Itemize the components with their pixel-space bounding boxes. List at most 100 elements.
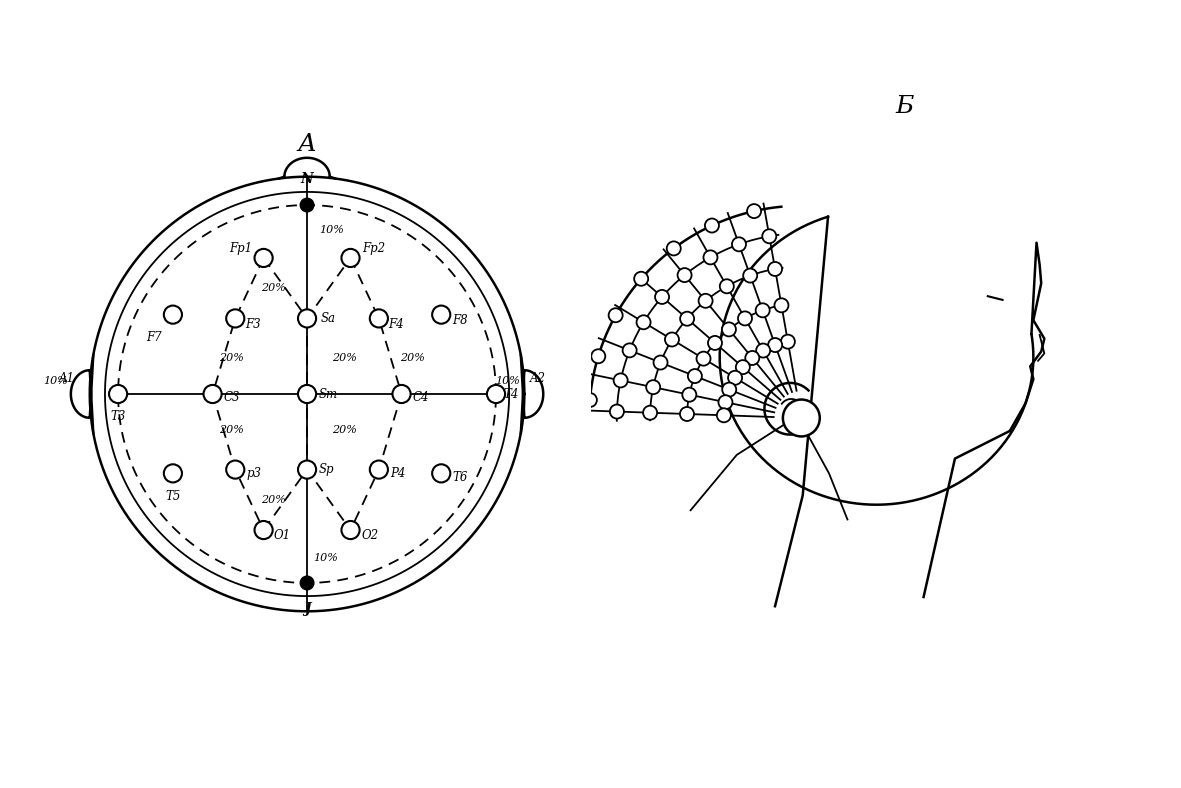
Text: J: J [304,602,311,616]
Circle shape [644,406,657,420]
Circle shape [634,272,648,286]
Circle shape [683,388,697,402]
Text: P4: P4 [390,466,405,480]
Circle shape [622,344,637,358]
Circle shape [727,371,742,385]
Circle shape [722,322,736,336]
Circle shape [707,336,722,350]
Text: Fp2: Fp2 [361,242,385,255]
Circle shape [487,385,505,403]
Circle shape [743,269,757,283]
Circle shape [717,408,731,422]
Text: F4: F4 [389,318,404,331]
Circle shape [432,306,450,324]
Circle shape [592,349,606,363]
Text: p3: p3 [247,466,262,480]
Text: C4: C4 [413,392,430,404]
Circle shape [680,407,694,421]
Circle shape [341,249,359,267]
Circle shape [680,312,694,325]
Text: T5: T5 [165,489,181,503]
Circle shape [762,229,776,243]
Circle shape [300,199,314,212]
Text: C3: C3 [224,392,241,404]
Circle shape [255,249,273,267]
Circle shape [653,355,667,370]
Circle shape [164,306,182,324]
Circle shape [609,404,624,418]
Text: A2: A2 [529,372,546,385]
Circle shape [768,262,782,276]
Circle shape [738,311,752,325]
Circle shape [748,204,761,218]
Circle shape [783,400,820,437]
Text: 10%: 10% [319,225,344,235]
Text: А: А [298,133,317,156]
Text: N: N [301,172,313,186]
Circle shape [667,241,680,255]
Text: Sp: Sp [319,463,334,476]
Text: Sm: Sm [319,388,338,400]
Text: F3: F3 [244,318,260,331]
Circle shape [768,338,782,352]
Circle shape [697,351,711,366]
Text: A1: A1 [59,372,76,385]
Text: 20%: 20% [261,283,286,293]
Circle shape [432,464,450,482]
Text: 20%: 20% [218,353,244,363]
Circle shape [227,310,244,328]
Text: O2: O2 [361,530,379,542]
Text: O1: O1 [273,530,291,542]
Circle shape [665,333,679,347]
Circle shape [370,460,387,478]
Circle shape [745,351,759,365]
Circle shape [678,268,692,282]
Circle shape [392,385,411,403]
Text: 20%: 20% [261,495,286,505]
Circle shape [614,374,627,388]
Text: 10%: 10% [44,376,68,386]
Circle shape [341,521,359,539]
Circle shape [300,576,314,589]
Circle shape [756,344,770,358]
Text: T6: T6 [452,470,468,484]
Circle shape [255,521,273,539]
Text: 10%: 10% [313,553,339,563]
Text: 10%: 10% [495,376,520,386]
Circle shape [109,385,128,403]
Circle shape [732,237,746,251]
Circle shape [705,218,719,232]
Text: Б: Б [895,95,913,118]
Circle shape [298,385,317,403]
Text: 20%: 20% [218,425,244,435]
Text: F7: F7 [146,331,162,344]
Circle shape [719,279,733,293]
Circle shape [704,251,718,265]
Circle shape [687,369,702,383]
Circle shape [203,385,222,403]
Text: Sa: Sa [320,312,335,325]
Circle shape [370,310,387,328]
Circle shape [298,310,317,328]
Circle shape [164,464,182,482]
Text: Fp1: Fp1 [229,242,253,255]
Text: T4: T4 [503,388,518,400]
Circle shape [227,460,244,478]
Circle shape [655,290,670,304]
Circle shape [637,315,651,329]
Circle shape [781,335,795,348]
Text: T3: T3 [110,411,126,423]
Circle shape [583,393,596,407]
Text: F8: F8 [452,314,468,327]
Circle shape [756,303,770,318]
Circle shape [298,460,317,478]
Circle shape [646,380,660,394]
Circle shape [718,396,732,409]
Circle shape [736,360,750,374]
Text: 20%: 20% [332,425,358,435]
Text: 20%: 20% [332,353,358,363]
Circle shape [723,382,736,396]
Circle shape [699,294,712,308]
Text: 20%: 20% [400,353,425,363]
Circle shape [775,299,789,312]
